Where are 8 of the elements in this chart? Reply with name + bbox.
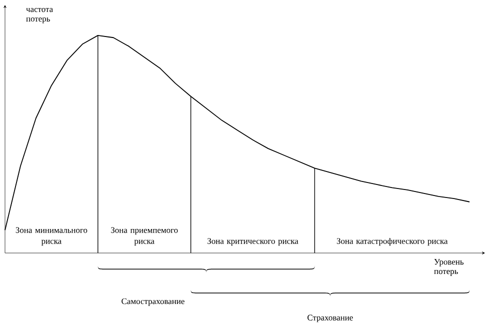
annotation: Зона минимального риска xyxy=(16,227,88,246)
annotation: Зона критического риска xyxy=(208,238,298,246)
x-axis-title: Уровень потерь xyxy=(434,259,464,276)
annotation: Зона приемпемого риска xyxy=(111,227,178,246)
text: Самострахование xyxy=(122,298,184,306)
y-axis-title: частота потерь xyxy=(26,8,53,24)
annotation: Зона катастрофического риска xyxy=(336,238,448,246)
text: Страхование xyxy=(308,314,353,322)
